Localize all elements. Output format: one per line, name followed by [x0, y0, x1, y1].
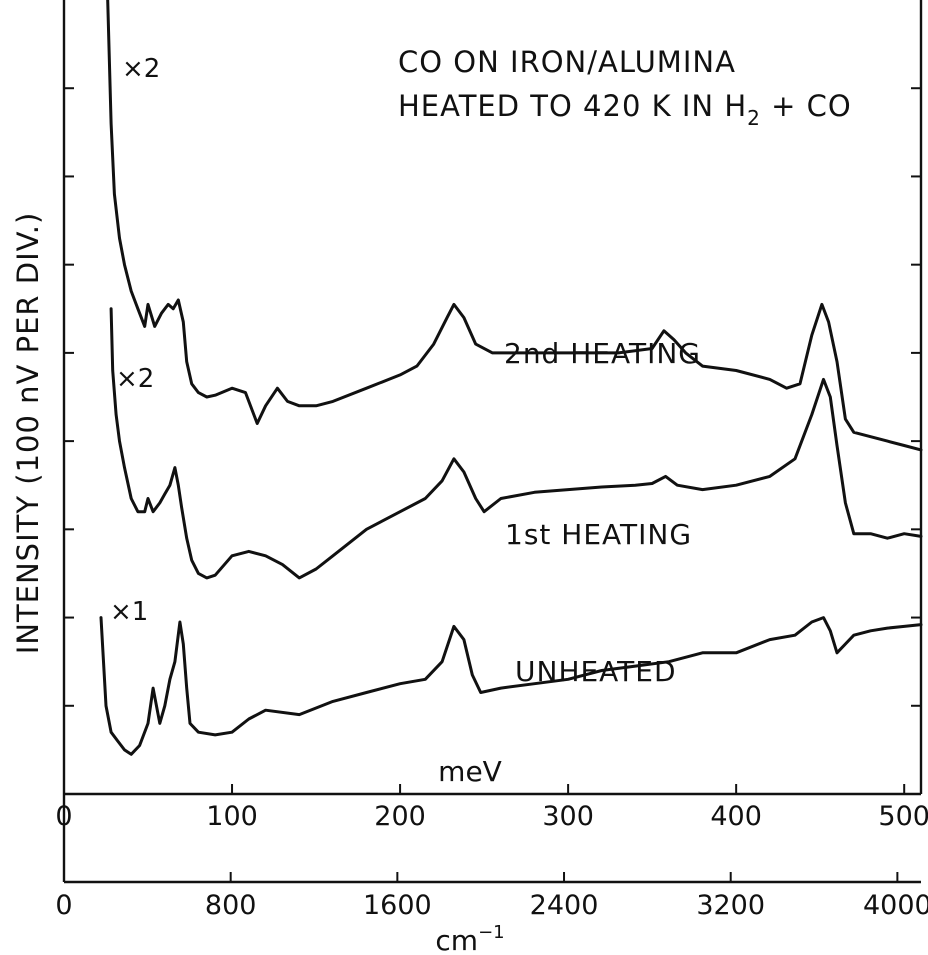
x-tick-label: 300: [542, 801, 594, 832]
chart-title: CO ON IRON/ALUMINA: [398, 45, 736, 79]
x2-tick-label: 1600: [363, 890, 432, 921]
x-tick-label: 0: [55, 801, 72, 832]
x-tick-label: 100: [206, 801, 258, 832]
x2-axis-label: cm−1: [435, 922, 504, 955]
series-label-unheated: UNHEATED: [515, 655, 677, 688]
scale-factor-unheated: ×1: [110, 597, 148, 627]
series-line-2nd-heating: [106, 0, 923, 452]
x-tick-label: 400: [710, 801, 762, 832]
x2-tick-label: 0: [55, 890, 72, 921]
series-line-unheated: [99, 616, 923, 756]
x2-tick-label: 800: [205, 890, 257, 921]
chart-subtitle: HEATED TO 420 K IN H2 + CO: [398, 89, 852, 130]
scale-factor-1st-heating: ×2: [116, 364, 154, 394]
plot-frame: [62, 0, 923, 884]
series-traces: [99, 0, 923, 756]
y-axis-label: INTENSITY (100 nV PER DIV.): [11, 212, 45, 655]
x2-tick-label: 3200: [696, 890, 765, 921]
x-tick-label: 200: [374, 801, 426, 832]
x-tick-label: 500: [878, 801, 928, 832]
x2-tick-label: 2400: [530, 890, 599, 921]
series-label-2nd-heating: 2nd HEATING: [504, 337, 701, 370]
series-line-1st-heating: [109, 307, 923, 580]
scale-factor-2nd-heating: ×2: [122, 54, 160, 84]
x2-tick-label: 4000: [863, 890, 928, 921]
x-axis-label: meV: [438, 755, 502, 788]
series-label-1st-heating: 1st HEATING: [505, 518, 692, 551]
axis-ticks: 0 100 200 300 400 500 0 800 1600 2400 3200 4000: [55, 87, 928, 921]
